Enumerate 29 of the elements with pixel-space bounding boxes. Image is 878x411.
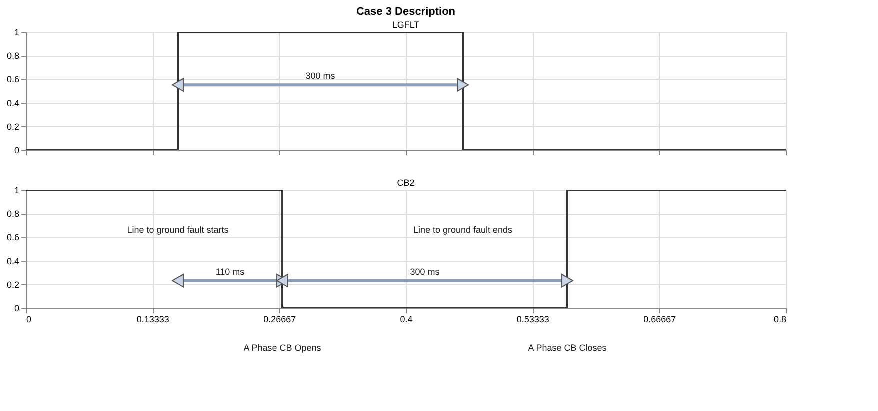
annotation: 300 ms: [306, 71, 336, 82]
chart-title: Case 3 Description: [356, 6, 456, 18]
y-tick-label: 1: [14, 28, 20, 38]
y-tick-label: 0: [14, 146, 20, 156]
y-tick-label: 1: [14, 186, 20, 196]
y-tick-label: 0.2: [6, 280, 20, 290]
series-label: LGFLT: [392, 20, 420, 30]
y-tick-label: 0.8: [6, 51, 20, 62]
x-tick-label: 0.53333: [516, 314, 550, 324]
y-tick-label: 0.4: [6, 98, 20, 108]
x-tick-label: 0.26667: [264, 314, 296, 324]
x-tick-label: 0.4: [400, 314, 413, 324]
y-tick-label: 0.4: [6, 256, 20, 266]
annotation: 110 ms: [216, 266, 246, 277]
x-tick-label: 0.8: [774, 314, 786, 324]
annotation: Line to ground fault starts: [127, 225, 230, 236]
x-tick-label: 0: [26, 314, 32, 324]
x-tick-label: 0.13333: [136, 314, 170, 324]
annotation: Line to ground fault ends: [413, 225, 514, 236]
annotation: 300 ms: [410, 266, 440, 277]
text: CB2: [397, 178, 415, 188]
y-tick-label: 0.8: [6, 209, 20, 220]
y-tick-label: 0.2: [6, 122, 20, 132]
text: A Phase CB Opens: [244, 343, 322, 353]
y-tick-label: 0.6: [6, 232, 20, 243]
text: A Phase CB Closes: [528, 343, 608, 353]
y-tick-label: 0: [14, 304, 20, 314]
y-tick-label: 0.6: [6, 74, 20, 85]
x-tick-label: 0.66667: [644, 314, 676, 324]
